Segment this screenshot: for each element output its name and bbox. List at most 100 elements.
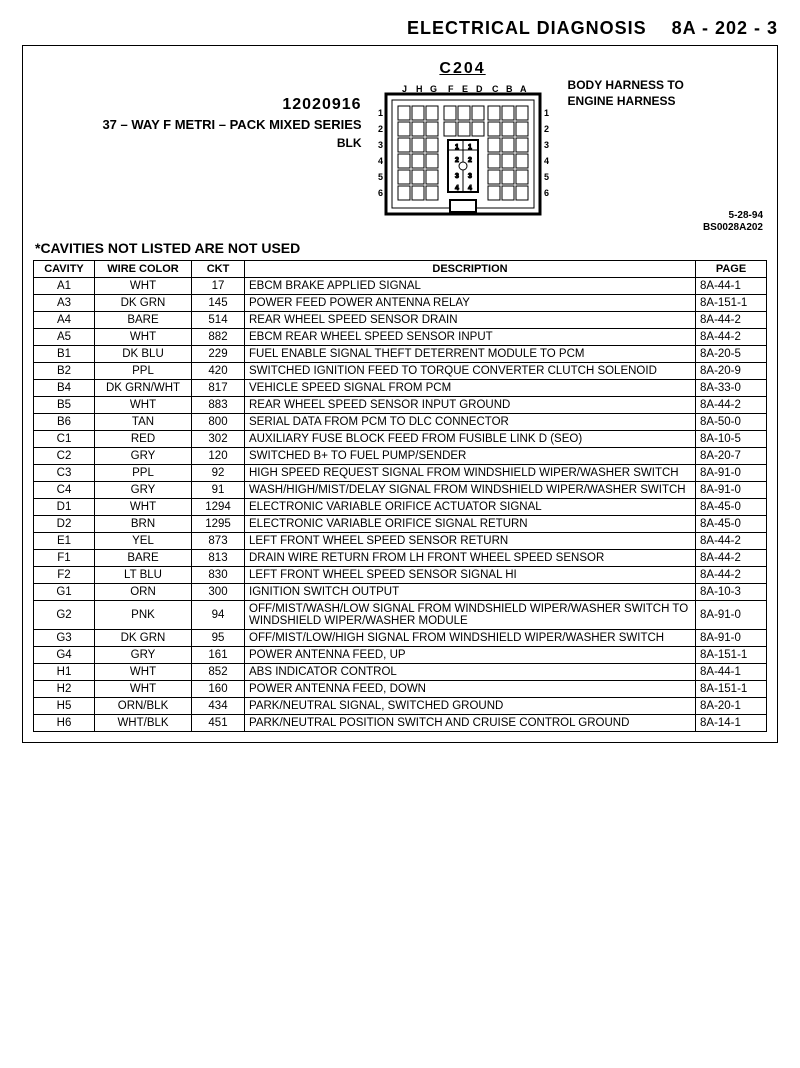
table-row: F2LT BLU830LEFT FRONT WHEEL SPEED SENSOR… [34, 567, 767, 584]
table-cell: YEL [95, 533, 192, 550]
connector-header-block: 12020916 37 – WAY F METRI – PACK MIXED S… [33, 54, 767, 230]
table-cell: 300 [192, 584, 245, 601]
table-cell: 8A-10-5 [696, 431, 767, 448]
table-cell: 813 [192, 550, 245, 567]
table-cell: C4 [34, 482, 95, 499]
col-description: DESCRIPTION [245, 261, 696, 278]
date-code: 5‑28‑94 BS0028A202 [703, 210, 763, 234]
table-cell: 8A-33-0 [696, 380, 767, 397]
table-cell: WHT [95, 397, 192, 414]
table-cell: EBCM BRAKE APPLIED SIGNAL [245, 278, 696, 295]
table-cell: 8A-151-1 [696, 647, 767, 664]
table-cell: 8A-44-2 [696, 329, 767, 346]
drawing-code: BS0028A202 [703, 222, 763, 234]
table-cell: 8A-20-1 [696, 698, 767, 715]
page-frame: 12020916 37 – WAY F METRI – PACK MIXED S… [22, 45, 778, 743]
table-cell: 800 [192, 414, 245, 431]
table-cell: 120 [192, 448, 245, 465]
table-cell: WHT [95, 499, 192, 516]
table-row: B5WHT883REAR WHEEL SPEED SENSOR INPUT GR… [34, 397, 767, 414]
table-cell: 8A-10-3 [696, 584, 767, 601]
table-cell: G4 [34, 647, 95, 664]
cavity-table: CAVITY WIRE COLOR CKT DESCRIPTION PAGE A… [33, 260, 767, 732]
table-cell: 8A-44-2 [696, 397, 767, 414]
svg-text:4: 4 [455, 185, 459, 192]
table-row: A4BARE514REAR WHEEL SPEED SENSOR DRAIN8A… [34, 312, 767, 329]
svg-text:5: 5 [544, 172, 549, 182]
harness-label: BODY HARNESS TO ENGINE HARNESS [568, 78, 698, 109]
svg-text:D: D [476, 84, 483, 94]
table-row: H2WHT160POWER ANTENNA FEED, DOWN8A-151-1 [34, 681, 767, 698]
table-cell: BARE [95, 312, 192, 329]
svg-text:2: 2 [378, 124, 383, 134]
table-cell: ORN/BLK [95, 698, 192, 715]
svg-text:1: 1 [378, 108, 383, 118]
table-cell: D2 [34, 516, 95, 533]
table-cell: 8A-91-0 [696, 465, 767, 482]
col-cavity: CAVITY [34, 261, 95, 278]
table-cell: 1294 [192, 499, 245, 516]
table-cell: 8A-44-2 [696, 567, 767, 584]
table-row: C4GRY91WASH/HIGH/MIST/DELAY SIGNAL FROM … [34, 482, 767, 499]
table-cell: LEFT FRONT WHEEL SPEED SENSOR SIGNAL HI [245, 567, 696, 584]
table-cell: 8A-91-0 [696, 601, 767, 630]
table-cell: 145 [192, 295, 245, 312]
table-cell: FUEL ENABLE SIGNAL THEFT DETERRENT MODUL… [245, 346, 696, 363]
svg-text:4: 4 [468, 185, 472, 192]
table-cell: 873 [192, 533, 245, 550]
table-cell: PARK/NEUTRAL SIGNAL, SWITCHED GROUND [245, 698, 696, 715]
table-row: H6WHT/BLK451PARK/NEUTRAL POSITION SWITCH… [34, 715, 767, 732]
table-cell: G1 [34, 584, 95, 601]
svg-text:J: J [402, 84, 407, 94]
table-cell: 8A-44-1 [696, 278, 767, 295]
table-cell: ORN [95, 584, 192, 601]
connector-color: BLK [102, 135, 361, 152]
table-cell: DK BLU [95, 346, 192, 363]
table-cell: WHT [95, 278, 192, 295]
table-cell: BRN [95, 516, 192, 533]
table-cell: C2 [34, 448, 95, 465]
table-cell: 160 [192, 681, 245, 698]
svg-text:E: E [462, 84, 468, 94]
table-cell: WASH/HIGH/MIST/DELAY SIGNAL FROM WINDSHI… [245, 482, 696, 499]
table-row: B6TAN800SERIAL DATA FROM PCM TO DLC CONN… [34, 414, 767, 431]
table-header-row: CAVITY WIRE COLOR CKT DESCRIPTION PAGE [34, 261, 767, 278]
table-cell: B6 [34, 414, 95, 431]
table-cell: PPL [95, 363, 192, 380]
table-cell: C1 [34, 431, 95, 448]
svg-text:2: 2 [468, 157, 472, 164]
table-row: C3PPL92HIGH SPEED REQUEST SIGNAL FROM WI… [34, 465, 767, 482]
svg-text:2: 2 [544, 124, 549, 134]
table-cell: 852 [192, 664, 245, 681]
table-cell: LEFT FRONT WHEEL SPEED SENSOR RETURN [245, 533, 696, 550]
svg-text:6: 6 [544, 188, 549, 198]
table-cell: 434 [192, 698, 245, 715]
table-cell: A1 [34, 278, 95, 295]
table-cell: 8A-45-0 [696, 499, 767, 516]
table-cell: 8A-14-1 [696, 715, 767, 732]
part-number: 12020916 [102, 94, 361, 116]
table-cell: DK GRN [95, 630, 192, 647]
table-cell: TAN [95, 414, 192, 431]
table-cell: POWER FEED POWER ANTENNA RELAY [245, 295, 696, 312]
cavities-note: *CAVITIES NOT LISTED ARE NOT USED [35, 240, 767, 256]
table-cell: 420 [192, 363, 245, 380]
table-row: G2PNK94OFF/MIST/WASH/LOW SIGNAL FROM WIN… [34, 601, 767, 630]
table-row: B4DK GRN/WHT817VEHICLE SPEED SIGNAL FROM… [34, 380, 767, 397]
table-cell: A4 [34, 312, 95, 329]
svg-text:6: 6 [378, 188, 383, 198]
svg-text:3: 3 [378, 140, 383, 150]
svg-text:H: H [416, 84, 423, 94]
svg-text:A: A [520, 84, 527, 94]
table-cell: G2 [34, 601, 95, 630]
connector-left-label: 12020916 37 – WAY F METRI – PACK MIXED S… [102, 94, 361, 151]
table-cell: GRY [95, 647, 192, 664]
table-cell: 8A-44-2 [696, 312, 767, 329]
table-cell: IGNITION SWITCH OUTPUT [245, 584, 696, 601]
table-cell: 8A-44-2 [696, 550, 767, 567]
table-cell: ELECTRONIC VARIABLE ORIFICE SIGNAL RETUR… [245, 516, 696, 533]
svg-text:4: 4 [544, 156, 549, 166]
connector-diagram-icon: 1 1 2 2 3 3 4 4 JHGFEDCBA 123456 123456 [368, 80, 558, 230]
svg-text:1: 1 [455, 144, 459, 151]
svg-text:C: C [492, 84, 499, 94]
